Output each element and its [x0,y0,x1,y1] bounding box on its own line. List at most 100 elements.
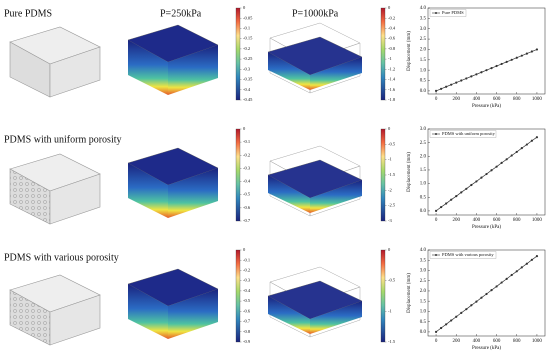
pore-pattern [10,290,50,345]
y-tick-label: 2.0 [420,289,427,294]
colorbar-tick-label: 0 [243,126,246,131]
data-point [475,300,478,303]
y-tick-label: 1.0 [420,310,427,315]
data-point [530,50,533,53]
colorbar-tick-label: -0.4 [243,87,251,92]
y-tick-label: 2.5 [420,279,427,284]
data-point [535,48,539,51]
data-point [440,326,443,330]
model-render [267,22,363,94]
colorbar-tick-label: -1.5 [388,339,396,344]
data-point [500,62,503,66]
colorbar-tick-label: -0.1 [243,257,250,262]
colorbar-tick-label: -0.7 [243,218,251,223]
colorbar-tick-label: -0.6 [243,205,251,210]
x-tick-label: 600 [493,97,501,102]
data-point [485,292,488,296]
data-point [505,277,508,280]
data-point [530,258,533,261]
colorbar-tick-label: 0 [243,247,246,252]
colorbar-tick-label: -0.8 [243,329,251,334]
data-point [480,296,483,299]
y-tick-label: 1.0 [420,182,427,187]
colorbar-tick-label: -0.2 [388,15,395,20]
row: Pure PDMS [4,8,363,98]
y-tick-label: 4.0 [420,6,427,11]
data-point [535,136,539,139]
model-render [9,26,101,98]
x-tick-label: 800 [513,97,521,102]
data-point [510,273,513,277]
x-tick-label: 1000 [532,97,543,102]
y-tick-label: 2.5 [420,141,427,146]
legend-label: PDMS with uniform porosity [442,131,496,136]
data-point [535,255,539,258]
data-point [515,56,518,59]
colorbar-tick-label: -1.2 [388,66,395,71]
y-tick-label: 3.0 [420,127,427,132]
data-point [495,285,498,288]
data-point [445,85,448,88]
colorbar-tick-label: -0.45 [243,97,253,102]
x-tick-label: 200 [452,218,460,223]
y-tick-label: 0.0 [420,330,427,335]
y-tick-label: 3.0 [420,27,427,32]
data-point [455,195,458,198]
data-point [520,54,523,57]
legend-box [429,251,497,259]
y-tick-label: 1.0 [420,68,427,73]
row-label: PDMS with uniform porosity [4,134,122,145]
x-tick-label: 400 [473,339,481,344]
plot-frame [427,128,546,216]
legend-box [429,9,467,17]
model-render [127,268,219,340]
data-point [505,158,508,161]
colorbar-tick-label: -0.3 [243,278,251,283]
colorbar [380,249,386,343]
x-tick-label: 400 [473,218,481,223]
y-tick-label: 3.5 [420,258,427,263]
colorbar-tick-label: -1 [388,157,392,162]
x-tick-label: 0 [435,97,438,102]
data-point [450,198,453,201]
x-tick-label: 200 [452,97,460,102]
colorbar [380,128,386,222]
colorbar [235,7,241,101]
data-point [495,64,498,68]
x-axis-label: Pressure (kPa) [472,225,501,230]
colorbar-tick-label: -0.5 [243,192,251,197]
colorbar-tick-label: -0.1 [243,25,250,30]
row-label: PDMS with various porosity [4,252,119,263]
data-point [525,52,528,55]
colorbar-tick-label: -0.3 [243,165,251,170]
data-point [465,308,468,311]
colorbar-tick-label: 0 [243,5,246,10]
y-tick-label: 1.5 [420,299,427,304]
colorbar-tick-label: -0.1 [243,139,250,144]
colorbar-tick-label: -0.9 [243,339,251,344]
colorbar-tick-label: -2 [388,187,392,192]
colorbar-tick-label: 0 [388,247,391,252]
y-axis-label: Displacement (mm) [407,31,412,71]
legend-box [429,130,497,138]
colorbar-tick-label: -0.5 [243,298,251,303]
data-point [475,180,478,183]
x-tick-label: 0 [435,339,438,344]
colorbar-tick-label: -0.6 [243,308,251,313]
y-tick-label: 2.5 [420,37,427,42]
model-render [267,145,363,217]
data-point [455,81,458,84]
colorbar-tick-label: -1 [388,308,392,313]
y-tick-label: 3.0 [420,269,427,274]
y-tick-label: 0.5 [420,320,427,325]
data-point [460,191,463,194]
row: PDMS with various porosity [4,252,363,346]
column-header: P=250kPa [160,8,202,19]
colorbar-tick-label: -0.25 [243,56,253,61]
colorbar-tick-label: -0.2 [243,46,250,51]
data-point [485,172,488,176]
x-tick-label: 1000 [532,218,543,223]
data-point [470,304,473,307]
colorbar-tick-label: -1.6 [388,87,396,92]
column-header: P=1000kPa [292,8,339,19]
